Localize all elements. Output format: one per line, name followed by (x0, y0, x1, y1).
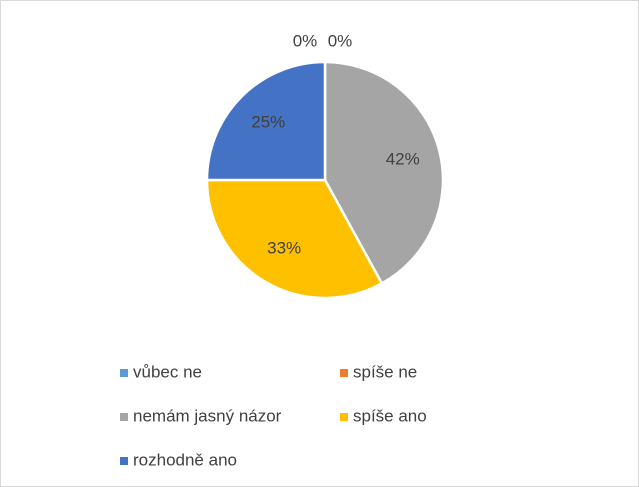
pie-slice (323, 60, 445, 286)
legend-marker (120, 457, 128, 465)
legend-marker (120, 369, 128, 377)
pie-slice (205, 60, 327, 182)
legend-marker (340, 413, 348, 421)
legend-label: spíše ano (353, 406, 427, 425)
data-label: 0% (293, 31, 318, 50)
pie-slice (205, 178, 384, 300)
legend-marker (120, 413, 128, 421)
data-label: 25% (251, 113, 285, 132)
data-label: 33% (267, 239, 301, 258)
legend-marker (340, 369, 348, 377)
legend-label: nemám jasný názor (133, 406, 282, 425)
data-label: 42% (386, 150, 420, 169)
legend-label: spíše ne (353, 362, 417, 381)
legend-label: rozhodně ano (133, 450, 237, 469)
legend-label: vůbec ne (133, 362, 202, 381)
data-label: 0% (328, 31, 353, 50)
